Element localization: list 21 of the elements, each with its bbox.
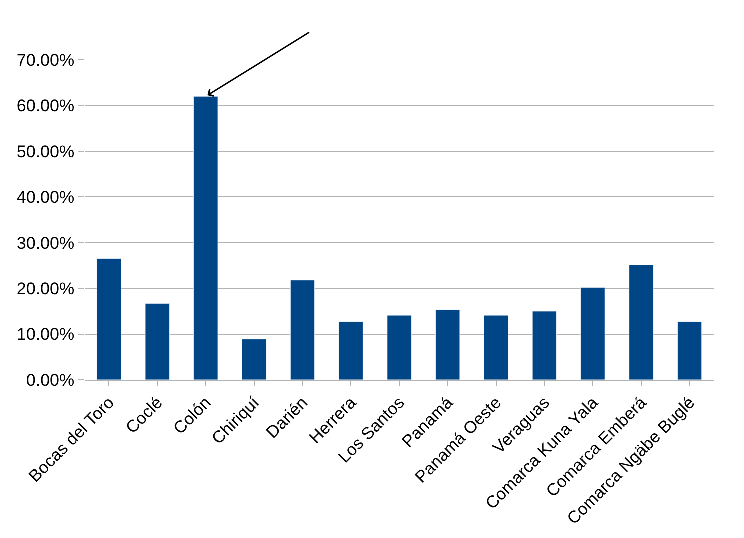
bar [338,322,364,380]
bar [629,265,654,380]
bar [532,311,557,380]
bar [290,280,316,380]
y-tick-label: 0.00% [26,370,75,390]
bar [580,287,606,380]
bar [677,322,702,380]
bar [194,96,218,380]
bar [96,258,122,380]
y-tick-label: 50.00% [16,142,75,162]
bar [242,339,267,380]
y-tick-label: 30.00% [16,234,75,253]
y-tick-label: 60.00% [16,96,75,116]
y-tick-label: 70.00% [16,50,75,70]
y-tick-label: 40.00% [16,188,75,208]
bar [484,315,509,380]
bar [145,303,170,380]
y-tick-label: 10.00% [16,325,75,344]
y-tick-label: 20.00% [16,280,75,299]
bar [436,310,460,380]
bar [387,315,412,380]
